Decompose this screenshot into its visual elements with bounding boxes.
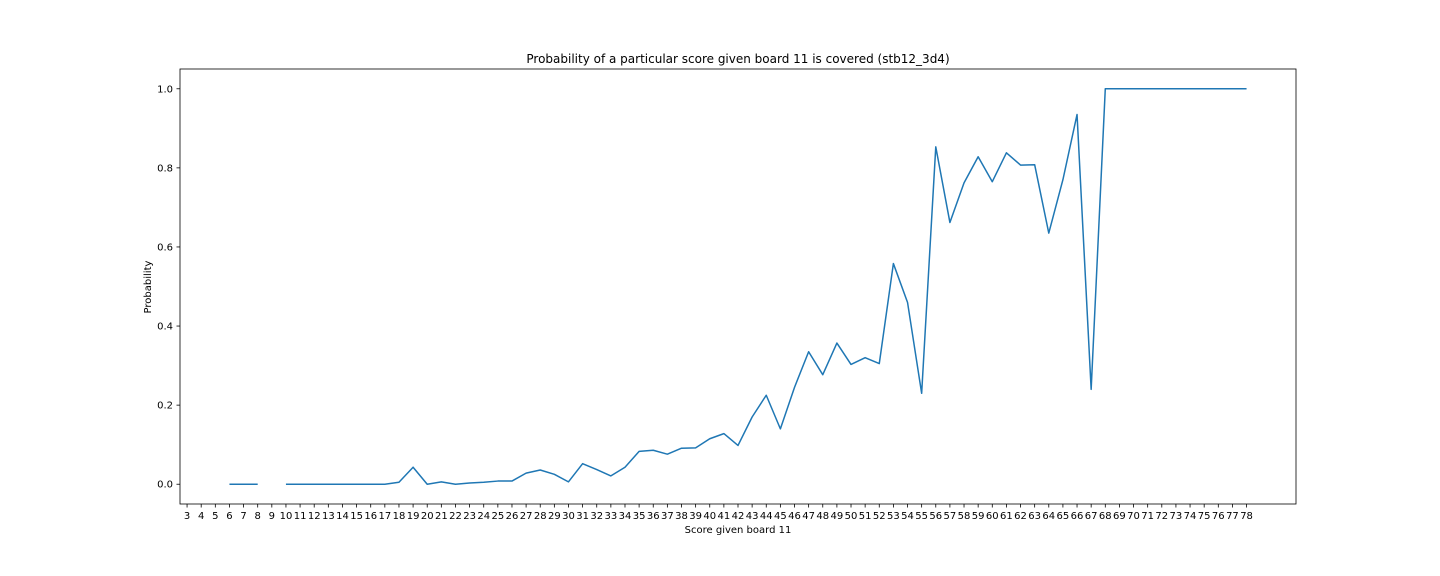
x-tick-label: 14 [336, 511, 349, 522]
x-tick-label: 55 [915, 511, 928, 522]
x-tick-label: 24 [477, 511, 490, 522]
x-tick-label: 29 [548, 511, 561, 522]
x-tick-label: 65 [1057, 511, 1070, 522]
x-tick-label: 57 [944, 511, 957, 522]
x-tick-label: 40 [703, 511, 716, 522]
x-tick-label: 53 [887, 511, 900, 522]
x-tick-label: 76 [1212, 511, 1225, 522]
x-tick-label: 13 [322, 511, 335, 522]
x-tick-label: 59 [972, 511, 985, 522]
x-tick-label: 15 [350, 511, 363, 522]
series-path [229, 88, 1247, 485]
x-tick-label: 75 [1198, 511, 1211, 522]
x-tick-label: 28 [534, 511, 547, 522]
x-tick-label: 21 [435, 511, 448, 522]
x-tick-label: 31 [576, 511, 589, 522]
plot-frame [179, 68, 1297, 505]
x-tick-label: 51 [859, 511, 872, 522]
x-tick-label: 61 [1000, 511, 1013, 522]
chart-title: Probability of a particular score given … [526, 52, 949, 66]
x-tick-label: 36 [647, 511, 660, 522]
x-tick-label: 78 [1240, 511, 1253, 522]
x-tick-label: 22 [449, 511, 462, 522]
x-tick-label: 17 [378, 511, 391, 522]
x-tick-label: 64 [1042, 511, 1055, 522]
x-tick-label: 60 [986, 511, 999, 522]
x-tick-label: 67 [1085, 511, 1098, 522]
x-tick-label: 49 [831, 511, 844, 522]
x-tick-label: 23 [463, 511, 476, 522]
x-tick-label: 46 [788, 511, 801, 522]
y-axis-label: Probability [143, 260, 154, 313]
x-tick-label: 8 [255, 511, 261, 522]
x-tick-label: 18 [393, 511, 406, 522]
x-tick-label: 6 [226, 511, 232, 522]
x-tick-label: 7 [240, 511, 246, 522]
x-tick-label: 52 [873, 511, 886, 522]
x-tick-label: 44 [760, 511, 773, 522]
x-tick-label: 10 [280, 511, 293, 522]
x-axis-label: Score given board 11 [685, 525, 792, 536]
x-tick-label: 58 [958, 511, 971, 522]
x-tick-label: 4 [198, 511, 204, 522]
y-tick-label: 0.6 [157, 242, 173, 253]
y-tick-label: 0.8 [157, 163, 173, 174]
x-tick-label: 70 [1127, 511, 1140, 522]
y-axis: 0.0 0.2 0.4 0.6 0.8 1.0 [157, 84, 180, 491]
x-tick-label: 45 [774, 511, 787, 522]
x-tick-label: 71 [1141, 511, 1154, 522]
x-tick-label: 34 [619, 511, 632, 522]
x-tick-label: 27 [520, 511, 533, 522]
x-tick-label: 62 [1014, 511, 1027, 522]
x-tick-label: 9 [269, 511, 275, 522]
x-tick-label: 72 [1155, 511, 1168, 522]
x-tick-label: 68 [1099, 511, 1112, 522]
x-tick-label: 48 [816, 511, 829, 522]
x-tick-label: 63 [1028, 511, 1041, 522]
x-tick-label: 16 [364, 511, 377, 522]
x-tick-label: 38 [675, 511, 688, 522]
x-tick-label: 26 [506, 511, 519, 522]
x-tick-label: 74 [1184, 511, 1197, 522]
y-tick-label: 0.0 [157, 480, 173, 491]
y-tick-label: 0.2 [157, 401, 173, 412]
x-tick-label: 69 [1113, 511, 1126, 522]
x-tick-label: 41 [718, 511, 731, 522]
x-tick-label: 39 [689, 511, 702, 522]
x-tick-label: 3 [184, 511, 190, 522]
x-tick-label: 19 [407, 511, 420, 522]
x-tick-label: 77 [1226, 511, 1239, 522]
x-tick-label: 32 [590, 511, 603, 522]
y-tick-label: 0.4 [157, 322, 173, 333]
x-tick-label: 30 [562, 511, 575, 522]
x-tick-label: 33 [604, 511, 617, 522]
x-tick-label: 20 [421, 511, 434, 522]
x-tick-label: 5 [212, 511, 218, 522]
x-tick-label: 47 [802, 511, 815, 522]
x-tick-label: 43 [746, 511, 759, 522]
x-tick-label: 12 [308, 511, 321, 522]
x-tick-label: 56 [929, 511, 942, 522]
x-tick-label: 73 [1170, 511, 1183, 522]
x-tick-label: 11 [294, 511, 307, 522]
x-tick-label: 50 [845, 511, 858, 522]
x-axis: 3 4 5 6 7 8 9 10 11 12 13 14 15 16 17 18 19 20 21 22 23 24 25 2… [184, 504, 1253, 522]
x-tick-label: 35 [633, 511, 646, 522]
x-tick-label: 54 [901, 511, 914, 522]
x-tick-label: 42 [732, 511, 745, 522]
series-line [229, 88, 1247, 485]
x-tick-label: 66 [1071, 511, 1084, 522]
x-tick-label: 25 [491, 511, 504, 522]
y-tick-label: 1.0 [157, 84, 173, 95]
x-tick-label: 37 [661, 511, 674, 522]
